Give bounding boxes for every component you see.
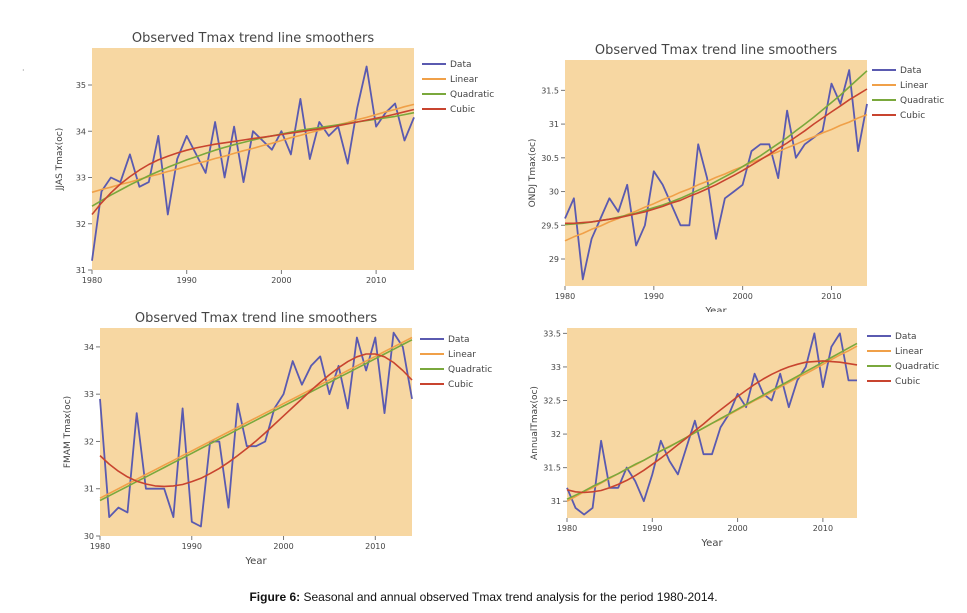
x-tick-label: 1990	[182, 542, 202, 551]
y-axis-label: JJAS Tmax(oc)	[55, 128, 65, 191]
y-tick-label: 31	[84, 485, 94, 494]
x-tick-label: 1980	[555, 292, 575, 301]
y-tick-label: 33	[84, 390, 94, 399]
chart-svg-fmam: Observed Tmax trend line smoothers 1980 19…	[55, 302, 510, 578]
x-axis-label: Year	[704, 306, 727, 312]
y-tick-label: 34	[76, 127, 86, 136]
x-tick-label: 1980	[90, 542, 110, 551]
legend-label-cubic: Cubic	[448, 380, 473, 390]
chart-title: Observed Tmax trend line smoothers	[135, 311, 377, 326]
y-tick-label: 30.5	[541, 154, 559, 163]
y-tick-label: 34	[84, 343, 94, 352]
figure-caption-text: Seasonal and annual observed Tmax trend …	[303, 590, 717, 604]
chart-panel-fmam: Observed Tmax trend line smoothers 1980 19…	[55, 302, 510, 578]
plot-area	[565, 60, 867, 286]
x-tick-label: 2000	[271, 276, 291, 285]
y-tick-label: 31.5	[543, 464, 561, 473]
y-tick-label: 30	[549, 188, 559, 197]
y-tick-label: 29	[549, 255, 559, 264]
chart-panel-ondj: Observed Tmax trend line smoothers 1980 19…	[520, 36, 945, 312]
legend-label-linear: Linear	[895, 347, 923, 357]
legend-label-linear: Linear	[900, 81, 928, 91]
x-tick-label: 2010	[821, 292, 841, 301]
legend-label-data: Data	[450, 60, 472, 70]
legend-label-data: Data	[448, 335, 470, 345]
x-axis-label: Year	[700, 538, 723, 549]
y-tick-label: 32	[551, 430, 561, 439]
y-tick-label: 30	[84, 532, 94, 541]
y-axis-label: ONDJ Tmax(oc)	[528, 139, 538, 208]
x-tick-label: 1990	[644, 292, 664, 301]
legend-label-cubic: Cubic	[900, 111, 925, 121]
y-tick-label: 32	[84, 437, 94, 446]
y-axis-label: AnnualTmax(oc)	[530, 386, 540, 460]
chart-title: Observed Tmax trend line smoothers	[595, 43, 837, 58]
legend-label-quadratic: Quadratic	[450, 90, 494, 100]
y-tick-label: 31.5	[541, 86, 559, 95]
x-tick-label: 2010	[813, 524, 833, 533]
legend-label-quadratic: Quadratic	[900, 96, 944, 106]
legend-label-data: Data	[900, 66, 922, 76]
x-tick-label: 1990	[642, 524, 662, 533]
y-tick-label: 33.5	[543, 329, 561, 338]
y-tick-label: 31	[76, 266, 86, 275]
y-axis-label: FMAM Tmax(oc)	[63, 396, 73, 468]
legend-label-data: Data	[895, 332, 917, 342]
legend-label-quadratic: Quadratic	[895, 362, 939, 372]
legend-label-cubic: Cubic	[895, 377, 920, 387]
chart-panel-annual: 1980 1990 2000 2010 31 31.5 32 32.5 33 33.5 Year An…	[525, 320, 945, 556]
chart-panel-jjas: Observed Tmax trend line smoothers 1980 19…	[42, 28, 504, 295]
plot-area	[100, 328, 412, 536]
plot-area	[92, 48, 414, 270]
chart-svg-ondj: Observed Tmax trend line smoothers 1980 19…	[520, 36, 945, 312]
legend-label-linear: Linear	[448, 350, 476, 360]
y-tick-label: 33	[76, 174, 86, 183]
y-tick-label: 35	[76, 81, 86, 90]
y-tick-label: 29.5	[541, 221, 559, 230]
y-tick-label: 32	[76, 220, 86, 229]
x-tick-label: 1980	[557, 524, 577, 533]
x-tick-label: 2000	[273, 542, 293, 551]
chart-title: Observed Tmax trend line smoothers	[132, 31, 374, 46]
x-tick-label: 2010	[365, 542, 385, 551]
chart-svg-jjas: Observed Tmax trend line smoothers 1980 19…	[42, 28, 504, 295]
x-tick-label: 2000	[727, 524, 747, 533]
stray-dot: ·	[22, 66, 25, 75]
y-tick-label: 31	[549, 120, 559, 129]
y-tick-label: 31	[551, 497, 561, 506]
chart-svg-annual: 1980 1990 2000 2010 31 31.5 32 32.5 33 33.5 Year An…	[525, 320, 945, 556]
legend-label-quadratic: Quadratic	[448, 365, 492, 375]
y-tick-label: 32.5	[543, 397, 561, 406]
y-tick-label: 33	[551, 363, 561, 372]
figure-caption: Figure 6: Seasonal and annual observed T…	[0, 590, 967, 604]
legend-label-linear: Linear	[450, 75, 478, 85]
legend-label-cubic: Cubic	[450, 105, 475, 115]
x-tick-label: 1980	[82, 276, 102, 285]
x-tick-label: 2000	[732, 292, 752, 301]
x-tick-label: 2010	[366, 276, 386, 285]
x-axis-label: Year	[244, 556, 267, 567]
x-tick-label: 1990	[177, 276, 197, 285]
figure-caption-label: Figure 6:	[249, 590, 300, 604]
